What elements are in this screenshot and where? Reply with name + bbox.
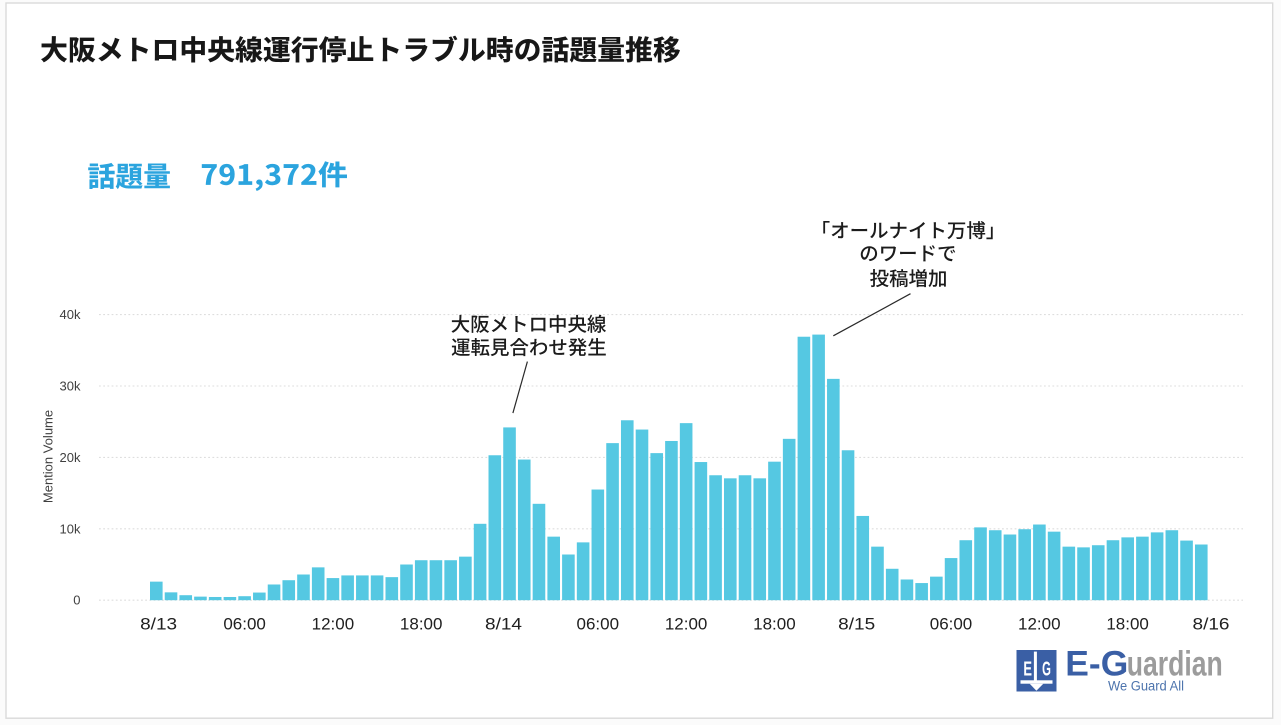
- svg-text:uardian: uardian: [1127, 644, 1223, 684]
- svg-text:12:00: 12:00: [312, 615, 355, 634]
- svg-text:8/14: 8/14: [485, 615, 522, 634]
- svg-text:E: E: [1023, 659, 1032, 681]
- svg-text:Mention Volume: Mention Volume: [41, 410, 56, 503]
- svg-text:10k: 10k: [60, 521, 81, 536]
- svg-text:8/13: 8/13: [140, 615, 177, 634]
- svg-text:G: G: [1042, 659, 1051, 681]
- svg-text:We Guard All: We Guard All: [1108, 679, 1184, 694]
- svg-text:18:00: 18:00: [1106, 615, 1149, 634]
- svg-text:06:00: 06:00: [223, 615, 266, 634]
- svg-text:E-G: E-G: [1065, 644, 1128, 684]
- svg-text:30k: 30k: [60, 379, 81, 394]
- svg-text:06:00: 06:00: [930, 615, 973, 634]
- svg-text:18:00: 18:00: [753, 615, 796, 634]
- svg-text:8/16: 8/16: [1193, 615, 1230, 634]
- svg-text:06:00: 06:00: [577, 615, 620, 634]
- svg-text:12:00: 12:00: [1018, 615, 1061, 634]
- svg-text:12:00: 12:00: [665, 615, 708, 634]
- svg-text:20k: 20k: [60, 450, 81, 465]
- svg-text:40k: 40k: [60, 307, 81, 322]
- svg-text:8/15: 8/15: [838, 615, 875, 634]
- svg-text:0: 0: [73, 593, 80, 608]
- svg-text:18:00: 18:00: [400, 615, 443, 634]
